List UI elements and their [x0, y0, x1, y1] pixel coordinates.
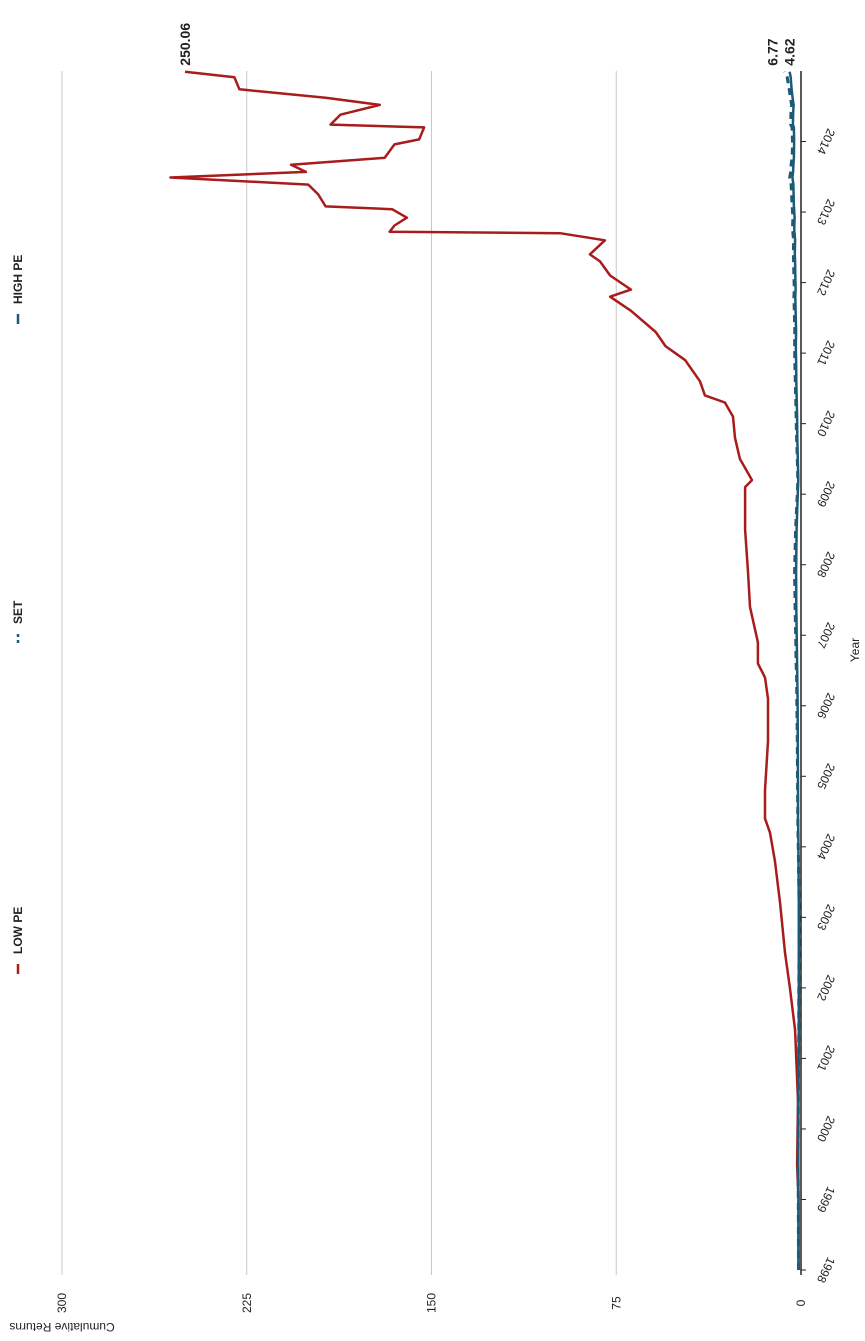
y-tick-label: 225	[240, 1293, 254, 1313]
x-tick-label: 1998	[814, 1255, 838, 1285]
series-line	[788, 71, 801, 1270]
legend-label: LOW PE	[11, 907, 25, 954]
end-value-label: 4.62	[782, 38, 798, 65]
y-tick-label: 300	[55, 1293, 69, 1313]
y-axis-title: Cumulative Returns	[9, 1320, 114, 1334]
x-tick-label: 2014	[814, 126, 838, 156]
x-tick-label: 2007	[814, 620, 838, 650]
legend-label: SET	[11, 600, 25, 624]
x-tick-label: 2006	[814, 691, 838, 721]
end-value-label: 250.06	[177, 23, 193, 66]
x-tick-label: 2003	[814, 902, 838, 932]
series-line	[169, 70, 800, 1270]
x-tick-label: 2010	[814, 409, 838, 439]
x-tick-label: 2011	[814, 338, 838, 368]
x-tick-label: 2013	[814, 197, 838, 227]
y-tick-label: 75	[609, 1296, 623, 1310]
y-tick-label: 150	[425, 1293, 439, 1313]
y-tick-label: 0	[794, 1299, 808, 1306]
x-tick-label: 1999	[814, 1184, 838, 1214]
x-tick-label: 2002	[814, 973, 838, 1003]
x-tick-label: 2001	[814, 1043, 838, 1073]
x-tick-label: 2012	[814, 268, 838, 298]
x-axis-title: Year	[848, 638, 862, 662]
end-value-label: 6.77	[765, 38, 781, 65]
x-tick-label: 2009	[814, 479, 838, 509]
x-tick-label: 2005	[814, 761, 838, 791]
x-tick-label: 2000	[814, 1114, 838, 1144]
x-tick-label: 2004	[814, 832, 838, 862]
x-tick-label: 2008	[814, 550, 838, 580]
legend-label: HIGH PE	[11, 255, 25, 304]
